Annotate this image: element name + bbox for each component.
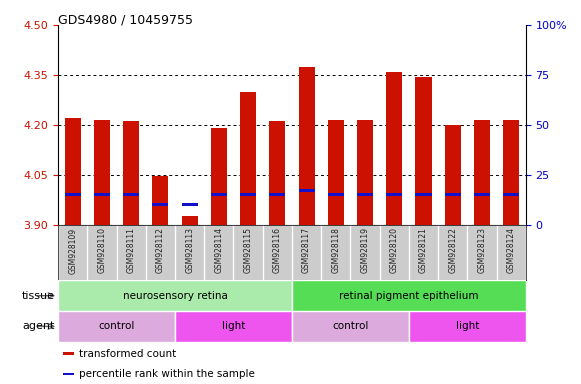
Bar xyxy=(292,311,409,342)
Bar xyxy=(63,372,74,375)
Bar xyxy=(444,125,461,225)
Bar xyxy=(328,120,344,225)
Bar xyxy=(357,120,373,225)
Text: retinal pigment epithelium: retinal pigment epithelium xyxy=(339,291,479,301)
Bar xyxy=(123,194,139,196)
Bar xyxy=(211,128,227,225)
Bar xyxy=(415,194,432,196)
Bar xyxy=(63,353,74,355)
Text: GSM928113: GSM928113 xyxy=(185,227,194,273)
Bar xyxy=(474,120,490,225)
Text: GSM928118: GSM928118 xyxy=(331,227,340,273)
Text: GDS4980 / 10459755: GDS4980 / 10459755 xyxy=(58,13,193,26)
Bar xyxy=(58,311,175,342)
Bar xyxy=(299,66,314,225)
Text: tissue: tissue xyxy=(22,291,55,301)
Bar xyxy=(240,194,256,196)
Text: GSM928115: GSM928115 xyxy=(243,227,253,273)
Text: light: light xyxy=(456,321,479,331)
Bar xyxy=(94,194,110,196)
Bar xyxy=(328,194,344,196)
Bar xyxy=(123,121,139,225)
Text: GSM928117: GSM928117 xyxy=(302,227,311,273)
Bar xyxy=(503,194,519,196)
Bar xyxy=(357,194,373,196)
Text: GSM928111: GSM928111 xyxy=(127,227,136,273)
Bar xyxy=(503,120,519,225)
Bar xyxy=(270,194,285,196)
Text: GSM928109: GSM928109 xyxy=(68,227,77,273)
Text: transformed count: transformed count xyxy=(79,349,177,359)
Bar xyxy=(182,216,198,225)
Text: GSM928121: GSM928121 xyxy=(419,227,428,273)
Bar xyxy=(409,311,526,342)
Bar xyxy=(152,204,168,206)
Bar xyxy=(211,194,227,196)
Bar xyxy=(94,120,110,225)
Text: GSM928110: GSM928110 xyxy=(98,227,106,273)
Text: control: control xyxy=(98,321,135,331)
Bar xyxy=(64,194,81,196)
Text: agent: agent xyxy=(23,321,55,331)
Bar xyxy=(444,194,461,196)
Bar xyxy=(270,121,285,225)
Bar xyxy=(386,194,402,196)
Text: GSM928114: GSM928114 xyxy=(214,227,223,273)
Text: GSM928120: GSM928120 xyxy=(390,227,399,273)
Bar xyxy=(240,91,256,225)
Text: GSM928124: GSM928124 xyxy=(507,227,516,273)
Text: GSM928112: GSM928112 xyxy=(156,227,165,273)
Text: GSM928116: GSM928116 xyxy=(273,227,282,273)
Text: control: control xyxy=(332,321,368,331)
Text: neurosensory retina: neurosensory retina xyxy=(123,291,228,301)
Text: GSM928123: GSM928123 xyxy=(478,227,486,273)
Text: GSM928122: GSM928122 xyxy=(448,227,457,273)
Bar xyxy=(474,194,490,196)
Bar xyxy=(415,76,432,225)
Bar xyxy=(182,204,198,206)
Text: GSM928119: GSM928119 xyxy=(361,227,370,273)
Bar xyxy=(292,280,526,311)
Bar xyxy=(152,176,168,225)
Bar xyxy=(299,189,314,192)
Bar xyxy=(386,71,402,225)
Bar xyxy=(58,280,292,311)
Text: percentile rank within the sample: percentile rank within the sample xyxy=(79,369,255,379)
Bar xyxy=(175,311,292,342)
Text: light: light xyxy=(222,321,245,331)
Bar xyxy=(64,118,81,225)
